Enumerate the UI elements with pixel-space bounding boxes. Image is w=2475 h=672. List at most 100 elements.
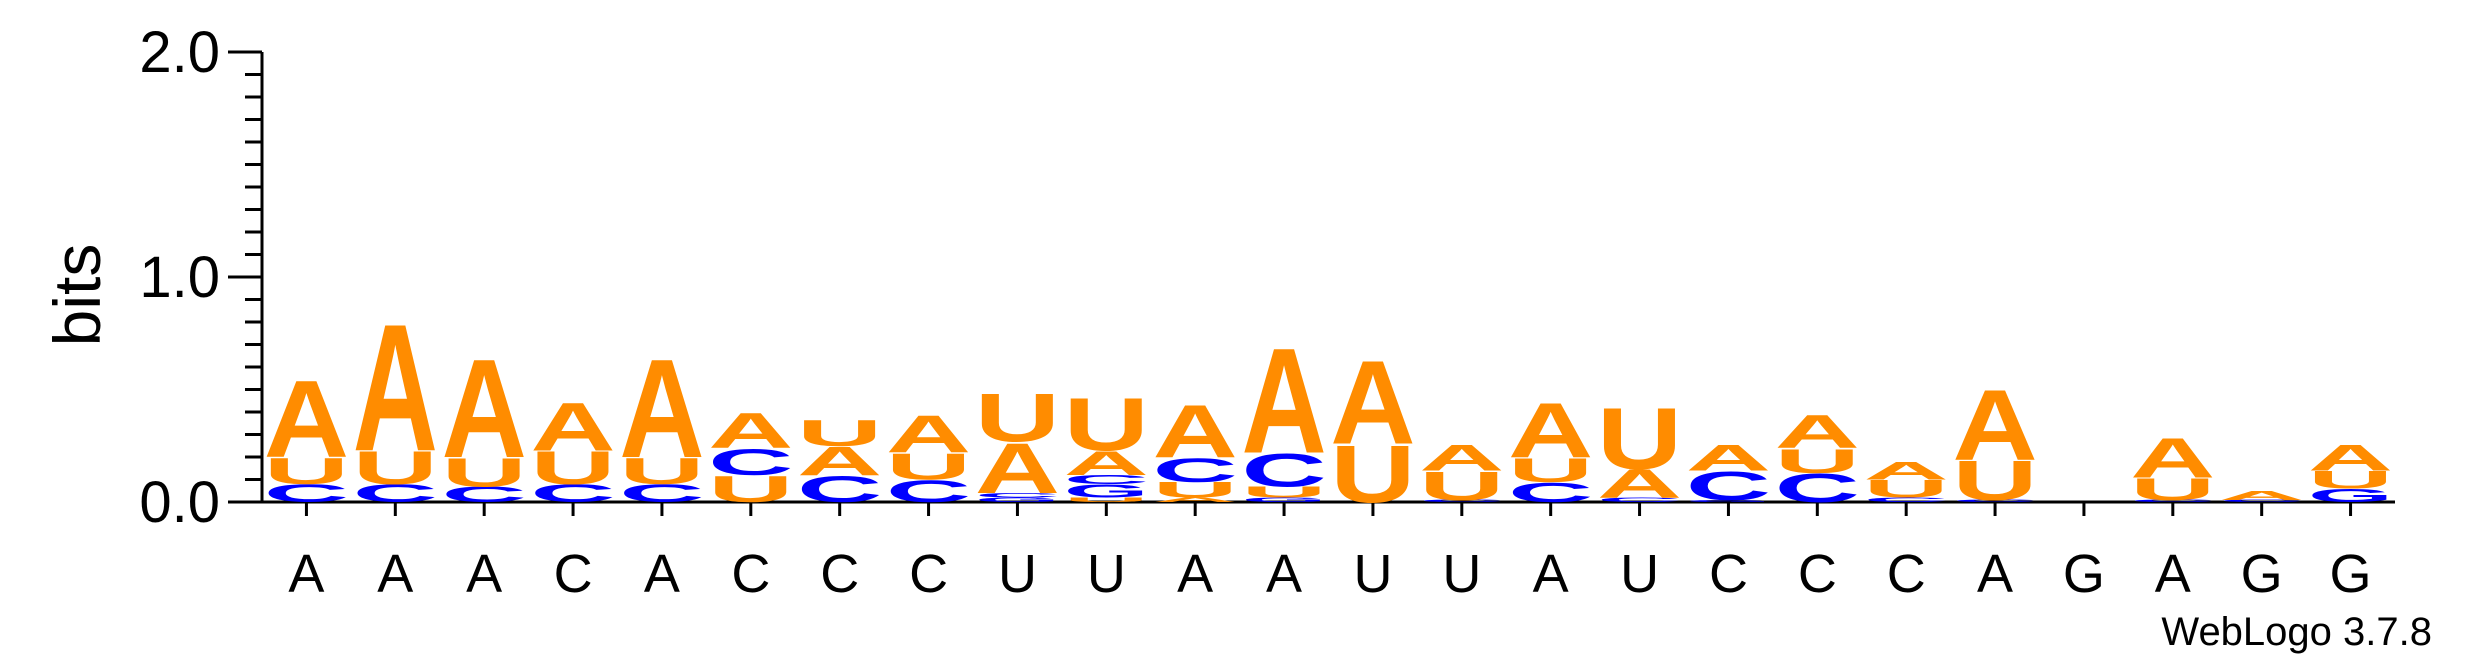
- y-tick-label: 0.0: [139, 470, 220, 535]
- x-tick-label: G: [2063, 544, 2105, 604]
- logo-letter-u: U: [1241, 483, 1326, 500]
- logo-column: CUA: [442, 329, 527, 507]
- logo-letter-g: G: [975, 496, 1060, 503]
- x-tick-label: A: [1533, 544, 1569, 604]
- logo-letter-a: A: [797, 438, 882, 484]
- logo-letter-u: U: [1064, 496, 1149, 503]
- logo-letter-c: C: [1686, 463, 1771, 509]
- logo-letter-a: A: [1508, 387, 1593, 474]
- logo-letter-u: U: [442, 449, 527, 495]
- logo-letter-a: A: [1775, 406, 1860, 458]
- logo-letter-a: A: [1419, 437, 1504, 479]
- logo-letter-c: C: [975, 492, 1060, 499]
- x-tick-label: A: [644, 544, 680, 604]
- logo-letter-u: U: [708, 468, 793, 510]
- logo-letter-u: U: [353, 442, 438, 494]
- logo-letter-u: U: [2308, 466, 2393, 494]
- logo-letter-a: A: [442, 329, 527, 487]
- logo-letter-u: U: [886, 446, 971, 488]
- logo-column: CUA: [2130, 426, 2215, 506]
- logo-letter-c: C: [264, 480, 349, 508]
- x-tick-label: C: [1887, 544, 1926, 604]
- x-tick-label: A: [1266, 544, 1302, 604]
- logo-letter-a: A: [1686, 437, 1771, 479]
- x-tick-label: C: [1709, 544, 1748, 604]
- letter-stacks: CUACUACUACUACUAUCACAUCUAGCAUUGCAUAUCAGUC…: [264, 288, 2393, 520]
- logo-letter-c: C: [1241, 445, 1326, 497]
- logo-column: UA: [1330, 337, 1415, 519]
- logo-letter-u: U: [975, 380, 1060, 456]
- y-axis: 0.0 1.0 2.0: [139, 20, 264, 535]
- x-tick-label: C: [554, 544, 593, 604]
- weblogo-credit: WebLogo 3.7.8: [2161, 610, 2432, 654]
- x-tick-label: G: [2241, 544, 2283, 604]
- logo-letter-u: U: [1330, 429, 1415, 520]
- x-tick-label: A: [288, 544, 324, 604]
- logo-letter-c: C: [1419, 499, 1504, 503]
- x-tick-label: U: [998, 544, 1037, 604]
- logo-letter-c: C: [1153, 451, 1238, 489]
- logo-letter-u: U: [1952, 449, 2037, 512]
- x-tick-label: A: [1177, 544, 1213, 604]
- logo-letter-a: A: [1952, 370, 2037, 481]
- logo-column: GCA: [1686, 437, 1771, 509]
- logo-letter-a: A: [264, 359, 349, 481]
- x-tick-label: U: [1620, 544, 1659, 604]
- logo-letter-c: C: [619, 480, 704, 508]
- x-tick-label: U: [1087, 544, 1126, 604]
- logo-letter-c: C: [1508, 477, 1593, 508]
- logo-column: CAU: [1597, 390, 1682, 506]
- logo-letter-a: A: [1153, 496, 1238, 503]
- logo-letter-a: A: [1064, 444, 1149, 482]
- logo-column: CUA: [264, 359, 349, 508]
- logo-letter-a: A: [1597, 461, 1682, 507]
- logo-column: CUA: [353, 288, 438, 508]
- logo-letter-c: C: [1597, 496, 1682, 503]
- logo-column: CUA: [1952, 370, 2037, 512]
- x-tick-label: U: [1353, 544, 1392, 604]
- x-tick-label: A: [466, 544, 502, 604]
- logo-column: CUA: [1508, 387, 1593, 508]
- x-tick-label: C: [731, 544, 770, 604]
- logo-letter-u: U: [1597, 390, 1682, 488]
- logo-letter-a: A: [1864, 457, 1949, 485]
- logo-letter-u: U: [1775, 442, 1860, 480]
- logo-letter-c: C: [442, 482, 527, 506]
- logo-letter-g: G: [1064, 481, 1149, 502]
- logo-column: CUA: [1864, 457, 1949, 503]
- x-tick-label: G: [2330, 544, 2372, 604]
- logo-letter-c: C: [2130, 499, 2215, 503]
- y-tick-label: 2.0: [139, 20, 220, 85]
- logo-letter-c: C: [530, 480, 615, 508]
- logo-letter-c: C: [886, 474, 971, 509]
- logo-column: CAU: [797, 412, 882, 510]
- logo-letter-a: A: [708, 403, 793, 459]
- logo-letter-a: A: [530, 389, 615, 465]
- logo-letter-u: U: [797, 412, 882, 454]
- logo-column: UCA: [708, 403, 793, 510]
- logo-letter-u: U: [530, 442, 615, 494]
- logo-letter-a: A: [1241, 317, 1326, 485]
- x-tick-label: U: [1442, 544, 1481, 604]
- logo-letter-u: U: [619, 450, 704, 492]
- x-tick-label: C: [1798, 544, 1837, 604]
- logo-letter-a: A: [975, 428, 1060, 509]
- x-tick-label: C: [909, 544, 948, 604]
- x-tick-label: A: [1977, 544, 2013, 604]
- logo-letter-u: U: [1153, 478, 1238, 502]
- logo-letter-c: C: [1775, 465, 1860, 511]
- logo-letter-c: C: [1952, 499, 2037, 503]
- logo-letter-a: A: [2219, 488, 2304, 502]
- logo-letter-a: A: [619, 329, 704, 487]
- x-tick-label: A: [2155, 544, 2191, 604]
- logo-letter-c: C: [708, 441, 793, 483]
- y-tick-label: 1.0: [139, 245, 220, 310]
- logo-letter-c: C: [2219, 499, 2304, 503]
- y-axis-label: bits: [40, 244, 114, 347]
- logo-letter-a: A: [2130, 426, 2215, 489]
